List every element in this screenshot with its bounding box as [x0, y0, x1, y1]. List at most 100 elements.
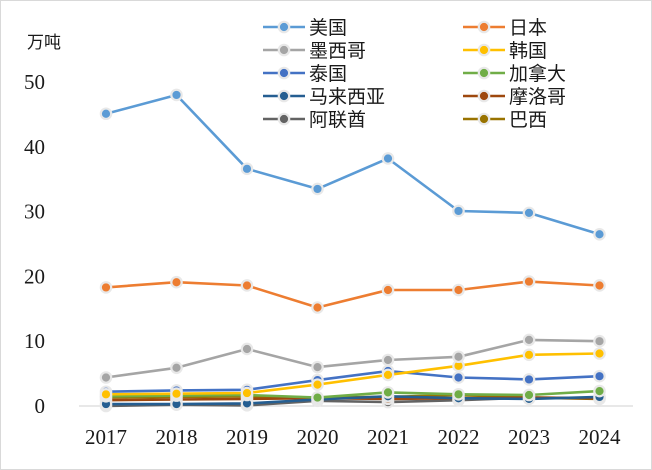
series-1	[99, 275, 606, 314]
legend-label: 摩洛哥	[509, 86, 566, 108]
y-tick-label: 40	[24, 135, 45, 159]
data-point	[311, 182, 324, 196]
legend-item: 墨西哥	[263, 40, 366, 62]
y-axis-ticks: 0 10 20 30 40 50	[24, 70, 45, 418]
series-line	[104, 338, 601, 379]
legend-label: 韩国	[509, 40, 547, 62]
data-point	[522, 275, 536, 288]
x-tick-label: 2024	[579, 425, 622, 449]
data-point	[311, 378, 324, 391]
legend-swatch-marker	[277, 89, 291, 103]
legend-label: 巴西	[509, 109, 547, 131]
legend-item: 阿联酋	[263, 109, 366, 131]
data-point	[381, 386, 395, 399]
series-2	[99, 333, 606, 384]
y-tick-label: 10	[24, 329, 45, 353]
legend-swatch-marker	[277, 66, 291, 80]
data-point	[593, 279, 606, 292]
data-point	[170, 88, 183, 102]
data-point	[99, 107, 113, 121]
data-point	[311, 301, 324, 314]
legend-label: 泰国	[309, 63, 347, 85]
series-line	[104, 369, 601, 394]
series-0	[99, 88, 606, 241]
data-point	[170, 361, 183, 375]
legend-swatch-marker	[277, 112, 291, 126]
series-layer	[99, 88, 606, 413]
x-tick-label: 2017	[85, 425, 127, 449]
legend-item: 美国	[263, 17, 347, 39]
data-point	[170, 275, 183, 289]
data-point	[240, 342, 254, 356]
legend-item: 摩洛哥	[463, 86, 566, 108]
series-line	[104, 280, 601, 309]
data-point	[240, 279, 254, 292]
data-point	[452, 204, 465, 218]
data-point	[452, 388, 465, 401]
legend-item: 泰国	[263, 63, 347, 85]
data-point	[381, 353, 395, 367]
data-point	[381, 283, 395, 297]
legend-label: 阿联酋	[309, 109, 366, 131]
legend-swatch-marker	[477, 89, 491, 103]
legend-label: 马来西亚	[309, 86, 385, 108]
data-point	[522, 388, 536, 402]
data-point	[593, 227, 606, 241]
data-point	[240, 386, 254, 400]
series-line	[104, 389, 601, 399]
legend-item: 巴西	[463, 109, 547, 131]
data-point	[381, 368, 395, 382]
data-point	[240, 162, 254, 176]
x-axis-ticks: 2017 2018 2019 2020 2021 2022 2023 2024	[85, 425, 621, 449]
data-point	[593, 384, 606, 398]
data-point	[311, 391, 324, 404]
legend-label: 墨西哥	[309, 40, 366, 62]
legend-swatch-marker	[477, 20, 491, 34]
legend-label: 加拿大	[509, 62, 566, 85]
y-tick-label: 30	[24, 200, 45, 224]
data-point	[452, 350, 465, 364]
y-tick-label: 50	[24, 70, 45, 94]
data-point	[522, 348, 536, 362]
data-point	[99, 281, 113, 294]
series-line	[104, 394, 601, 406]
series-4	[99, 364, 606, 399]
legend-swatch-marker	[477, 112, 491, 126]
data-point	[593, 369, 606, 383]
data-point	[99, 371, 113, 384]
legend-swatch-marker	[277, 20, 291, 34]
data-point	[522, 206, 536, 220]
series-line	[104, 352, 601, 396]
data-point	[311, 360, 324, 374]
data-point	[593, 334, 606, 348]
series-line	[104, 93, 601, 236]
data-point	[99, 388, 113, 401]
legend-swatch-marker	[277, 43, 291, 57]
x-tick-label: 2021	[367, 425, 409, 449]
legend-item: 日本	[463, 17, 547, 39]
data-point	[381, 152, 395, 165]
data-point	[452, 371, 465, 384]
x-tick-label: 2020	[297, 425, 339, 449]
x-tick-label: 2019	[226, 425, 268, 449]
legend-item: 韩国	[463, 40, 547, 62]
x-tick-label: 2023	[508, 425, 550, 449]
data-point	[522, 333, 536, 347]
data-point	[170, 387, 183, 400]
y-axis-unit-label: 万吨	[27, 33, 61, 53]
x-tick-label: 2018	[156, 425, 198, 449]
legend-label: 美国	[309, 17, 347, 39]
y-tick-label: 0	[35, 394, 46, 418]
data-point	[452, 283, 465, 297]
legend-swatch-marker	[477, 66, 491, 80]
legend-item: 加拿大	[463, 62, 566, 85]
legend-item: 马来西亚	[263, 86, 385, 108]
series-3	[99, 347, 606, 401]
data-point	[593, 347, 606, 360]
y-tick-label: 20	[24, 264, 45, 288]
data-point	[522, 373, 536, 386]
legend-swatch-marker	[477, 43, 491, 57]
